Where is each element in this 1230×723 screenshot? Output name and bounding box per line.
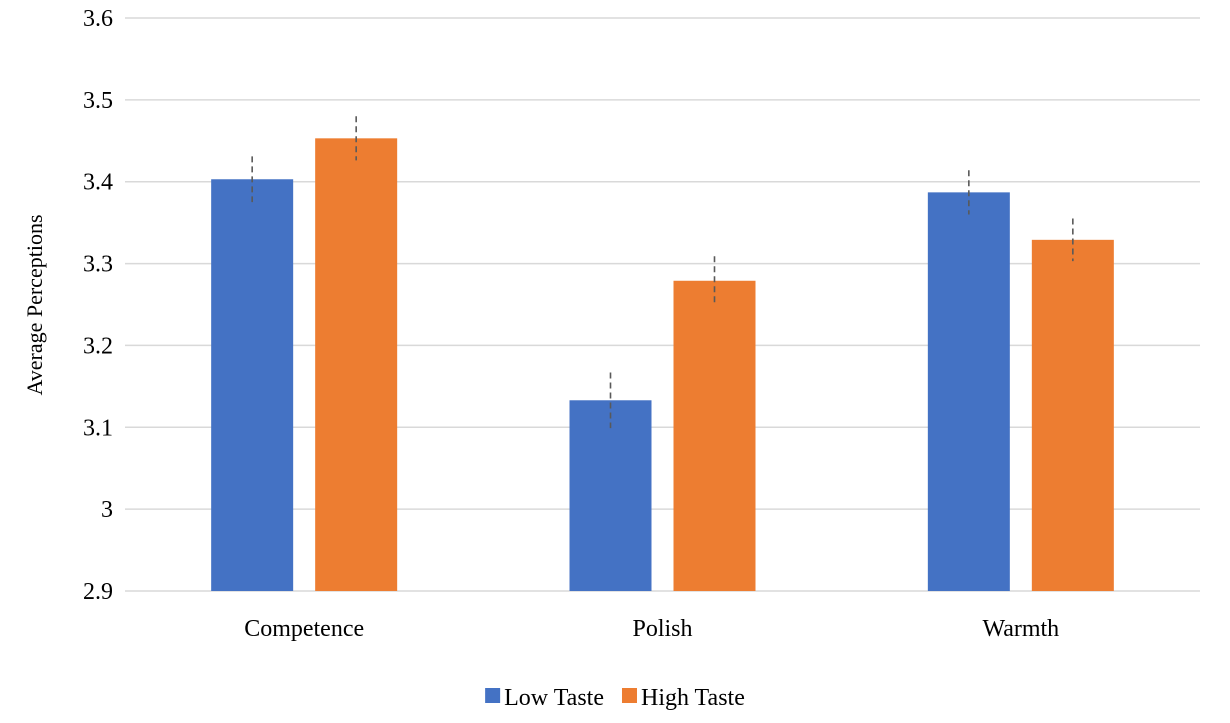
legend-item: Low Taste [485, 685, 604, 711]
bar-low-taste [211, 179, 294, 591]
x-tick-label: Polish [632, 616, 692, 642]
x-tick-label: Warmth [982, 616, 1059, 642]
bar-low-taste [569, 400, 652, 591]
y-tick-label: 3.5 [83, 88, 113, 114]
bar-high-taste [673, 280, 756, 591]
legend-label: Low Taste [504, 685, 604, 711]
legend-item: High Taste [621, 685, 745, 711]
y-tick-label: 2.9 [83, 579, 113, 605]
y-tick-label: 3.2 [83, 333, 113, 359]
y-tick-label: 3.4 [83, 170, 113, 196]
y-tick-label: 3 [101, 497, 113, 523]
bar-high-taste [315, 138, 398, 591]
y-tick-label: 3.6 [83, 6, 113, 32]
y-tick-label: 3.3 [83, 252, 113, 278]
bar-high-taste [1031, 239, 1114, 591]
y-tick-label: 3.1 [83, 415, 113, 441]
gridlines [125, 17, 1200, 592]
legend-swatch [621, 688, 637, 703]
y-axis-ticks: 2.9 3 3.1 3.2 3.3 3.4 3.5 3.6 [83, 6, 113, 605]
error-bars [251, 116, 1074, 429]
legend: Low Taste High Taste [485, 685, 745, 711]
x-axis-ticks: Competence Polish Warmth [244, 616, 1059, 642]
bar-low-taste [927, 192, 1010, 591]
x-tick-label: Competence [244, 616, 364, 642]
bars [211, 138, 1114, 591]
y-axis-title: Average Perceptions [22, 214, 47, 395]
legend-swatch [485, 688, 501, 703]
legend-label: High Taste [641, 685, 745, 711]
